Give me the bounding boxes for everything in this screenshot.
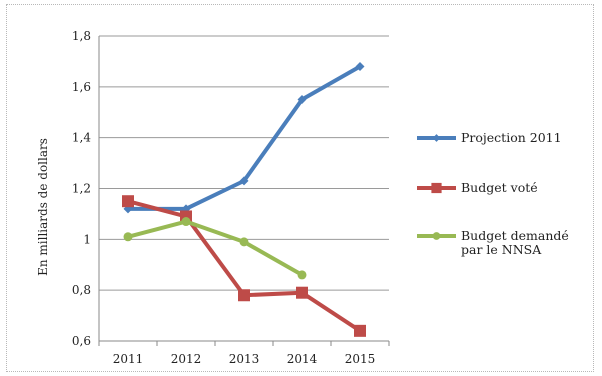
data-point-circle	[432, 232, 441, 240]
x-tick-label: 2013	[229, 352, 260, 366]
y-tick-label: 1,2	[72, 182, 91, 196]
y-tick-label: 0,8	[72, 283, 91, 297]
series-line	[126, 199, 362, 333]
x-tick-label: 2011	[113, 352, 144, 366]
data-point-circle	[297, 270, 307, 280]
data-point-square	[238, 289, 250, 302]
x-tick-labels: 2011 2012 2013 2014 2015	[113, 352, 376, 366]
legend-label: Projection 2011	[461, 130, 562, 145]
y-tick-label: 0,6	[72, 334, 91, 348]
series-line	[126, 219, 304, 277]
data-point-diamond	[432, 134, 441, 142]
y-axis-title: En milliards de dollars	[36, 138, 50, 276]
x-tick-label: 2012	[171, 352, 202, 366]
x-tick-label: 2014	[287, 352, 318, 366]
legend-label: par le NNSA	[461, 242, 542, 257]
data-point-circle	[239, 237, 249, 247]
series-3	[123, 217, 307, 280]
data-point-square	[431, 182, 442, 194]
data-point-square	[296, 286, 308, 299]
y-tick-label: 1,4	[72, 131, 91, 145]
data-point-diamond	[297, 95, 307, 105]
data-point-square	[354, 324, 366, 337]
legend-label: Budget voté	[461, 180, 538, 195]
y-tick-label: 1	[83, 232, 91, 246]
legend-label: Budget demandé	[461, 228, 569, 243]
data-point-circle	[123, 232, 133, 242]
x-tick-label: 2015	[345, 352, 376, 366]
data-point-square	[122, 195, 134, 208]
legend: Projection 2011 Budget voté Budget demandé…	[417, 130, 569, 257]
series-2	[122, 195, 366, 337]
y-tick-labels: 1,8 1,6 1,4 1,2 1 0,8 0,6	[72, 29, 91, 348]
y-tick-label: 1,8	[72, 29, 91, 43]
legend-item: Budget voté	[417, 180, 538, 195]
data-point-diamond	[239, 176, 249, 186]
data-point-diamond	[355, 62, 365, 71]
y-tick-label: 1,6	[72, 80, 91, 94]
series-group	[122, 62, 366, 337]
data-point-circle	[181, 217, 191, 227]
legend-item: Projection 2011	[417, 130, 562, 145]
